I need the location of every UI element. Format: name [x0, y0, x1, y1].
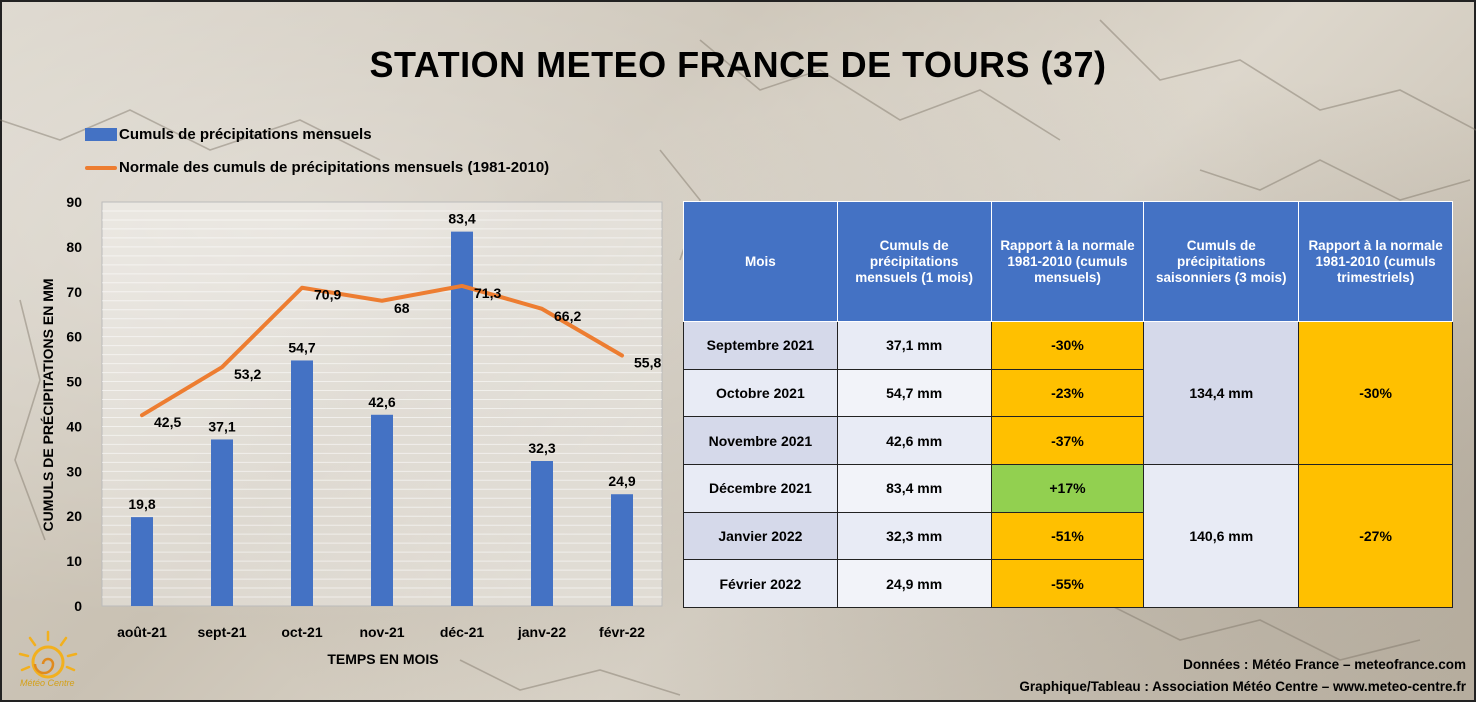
- y-tick-label: 40: [66, 418, 82, 434]
- row-rapport: +17%: [990, 463, 1145, 513]
- bar-value-label: 37,1: [208, 418, 235, 434]
- y-tick-label: 80: [66, 239, 82, 255]
- row-rapport: -23%: [990, 368, 1145, 418]
- row-cumul: 83,4 mm: [836, 463, 992, 513]
- header-rapport-trimestriel: Rapport à la normale 1981-2010 (cumuls t…: [1298, 201, 1453, 322]
- bar: [611, 494, 633, 606]
- bar-value-label: 32,3: [528, 440, 555, 456]
- logo-text: Météo Centre: [20, 678, 75, 688]
- row-mois: Décembre 2021: [683, 463, 838, 513]
- x-tick-label: oct-21: [281, 624, 322, 640]
- row-rapport: -30%: [990, 321, 1145, 370]
- line-value-label: 71,3: [474, 285, 501, 301]
- bar: [531, 461, 553, 606]
- row-mois: Novembre 2021: [683, 416, 838, 465]
- season-rapport: -30%: [1298, 321, 1453, 465]
- row-rapport: -37%: [990, 416, 1145, 465]
- precipitation-table: Mois Cumuls de précipitations mensuels (…: [683, 201, 1453, 609]
- normal-series-line: [140, 283, 624, 418]
- table-row: Février 2022 24,9 mm -55%: [683, 559, 1453, 608]
- y-axis-title: CUMULS DE PRÉCIPITATIONS EN MM: [40, 278, 56, 532]
- bar: [291, 360, 313, 606]
- precipitation-chart: 0 10 20 30 40 50 60 70 80 90 19,8 37,1 54,7 42,6 83,4 3…: [66, 194, 663, 640]
- y-tick-label: 10: [66, 553, 82, 569]
- line-value-label: 66,2: [554, 308, 581, 324]
- bar-value-label: 24,9: [608, 473, 635, 489]
- row-mois: Septembre 2021: [683, 321, 838, 370]
- header-cumul-mensuel: Cumuls de précipitations mensuels (1 moi…: [836, 201, 992, 322]
- bar: [451, 231, 473, 607]
- x-tick-label: févr-22: [599, 624, 645, 640]
- y-tick-label: 60: [66, 329, 82, 345]
- table-row: Décembre 2021 83,4 mm +17% 140,6 mm -27%: [683, 463, 1453, 609]
- legend-line-swatch: [85, 165, 117, 170]
- y-tick-label: 70: [66, 284, 82, 300]
- row-cumul: 54,7 mm: [836, 368, 992, 418]
- line-value-label: 70,9: [314, 287, 341, 303]
- legend-bar-swatch: [85, 128, 117, 141]
- bar-value-label: 42,6: [368, 394, 395, 410]
- line-value-label: 53,2: [234, 366, 261, 382]
- table-row: Octobre 2021 54,7 mm -23%: [683, 368, 1453, 418]
- header-rapport-mensuel: Rapport à la normale 1981-2010 (cumuls m…: [990, 201, 1145, 322]
- row-mois: Février 2022: [683, 559, 838, 608]
- bar-value-label: 19,8: [128, 496, 155, 512]
- y-tick-label: 20: [66, 508, 82, 524]
- table-header-row: Mois Cumuls de précipitations mensuels (…: [683, 201, 1453, 322]
- bar-value-label: 54,7: [288, 339, 315, 355]
- row-cumul: 24,9 mm: [836, 559, 992, 608]
- line-value-label: 68: [394, 300, 410, 316]
- row-mois: Janvier 2022: [683, 511, 838, 561]
- season-cumul: 134,4 mm: [1143, 321, 1300, 465]
- bar: [211, 439, 233, 606]
- table-row: Novembre 2021 42,6 mm -37%: [683, 416, 1453, 465]
- x-tick-label: nov-21: [359, 624, 404, 640]
- row-cumul: 42,6 mm: [836, 416, 992, 465]
- bar: [371, 414, 393, 606]
- y-tick-label: 0: [74, 598, 82, 614]
- legend-item-bars: Cumuls de précipitations mensuels: [85, 126, 372, 143]
- footer-credit: Graphique/Tableau : Association Météo Ce…: [1019, 679, 1466, 694]
- bar: [131, 517, 153, 606]
- bar-value-label: 83,4: [448, 211, 475, 227]
- legend-bars-label: Cumuls de précipitations mensuels: [119, 126, 372, 143]
- row-rapport: -51%: [990, 511, 1145, 561]
- legend-item-line: Normale des cumuls de précipitations men…: [85, 159, 549, 176]
- header-mois: Mois: [683, 201, 838, 322]
- footer-source: Données : Météo France – meteofrance.com: [1183, 657, 1466, 672]
- row-cumul: 37,1 mm: [836, 321, 992, 370]
- y-tick-label: 50: [66, 374, 82, 390]
- season-cumul: 140,6 mm: [1143, 463, 1300, 609]
- x-tick-label: août-21: [117, 624, 167, 640]
- header-cumul-saisonnier: Cumuls de précipitations saisonniers (3 …: [1143, 201, 1300, 322]
- line-value-label: 42,5: [154, 414, 181, 430]
- table-row: Septembre 2021 37,1 mm -30% 134,4 mm -30…: [683, 321, 1453, 465]
- season-rapport: -27%: [1298, 463, 1453, 609]
- page-title: STATION METEO FRANCE DE TOURS (37): [369, 44, 1107, 85]
- legend-line-label: Normale des cumuls de précipitations men…: [119, 159, 550, 176]
- y-tick-label: 30: [66, 463, 82, 479]
- x-tick-label: déc-21: [440, 624, 485, 640]
- row-rapport: -55%: [990, 559, 1145, 608]
- line-value-label: 55,8: [634, 355, 661, 371]
- x-tick-label: sept-21: [197, 624, 246, 640]
- x-axis-title: TEMPS EN MOIS: [327, 651, 439, 667]
- y-tick-label: 90: [66, 194, 82, 210]
- row-cumul: 32,3 mm: [836, 511, 992, 561]
- x-tick-label: janv-22: [517, 624, 566, 640]
- row-mois: Octobre 2021: [683, 368, 838, 418]
- sun-logo-icon: [18, 630, 78, 679]
